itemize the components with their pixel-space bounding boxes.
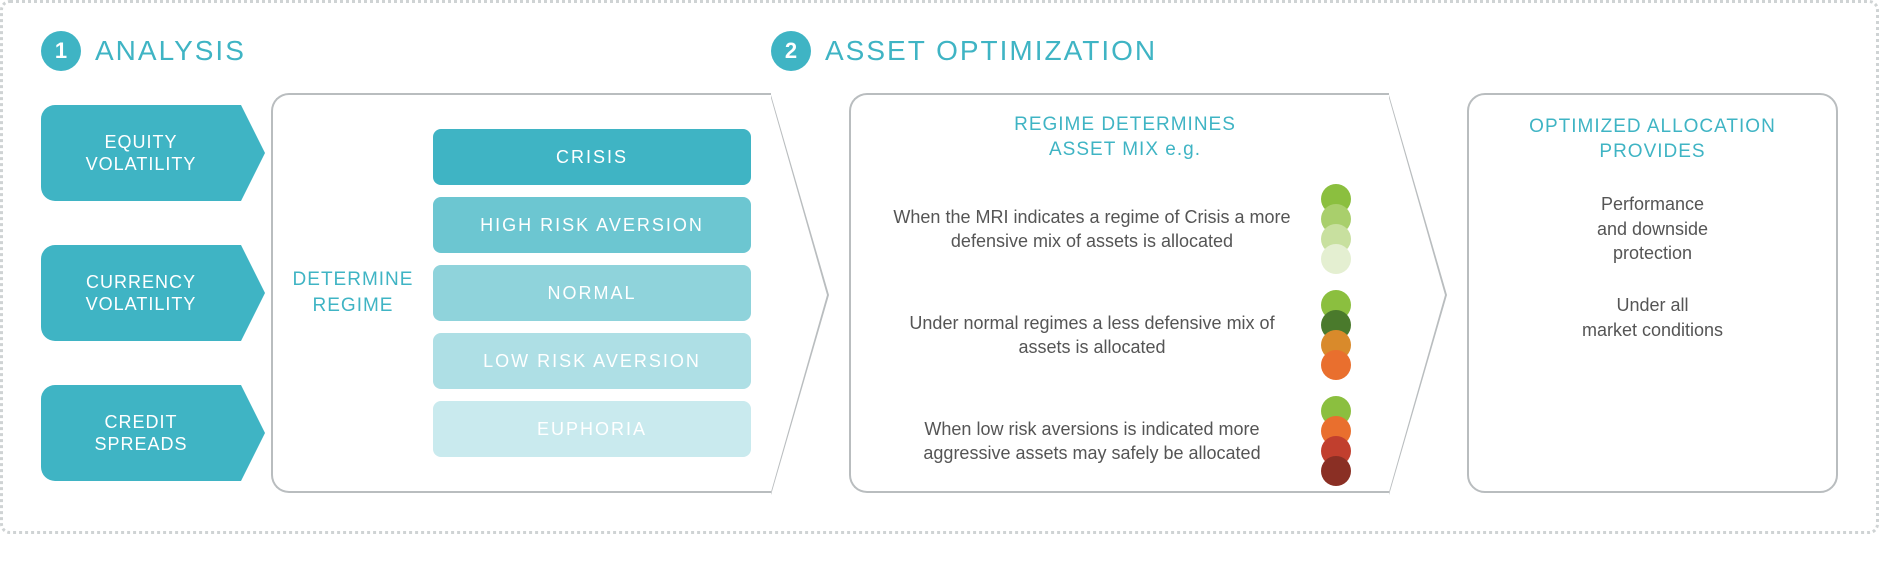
title-analysis: ANALYSIS	[95, 35, 246, 67]
regime-euphoria: EUPHORIA	[433, 401, 751, 457]
mix-text: Under normal regimes a less defensive mi…	[891, 311, 1293, 360]
mix-row-crisis: When the MRI indicates a regime of Crisi…	[891, 184, 1359, 274]
regime-list: CRISIS HIGH RISK AVERSION NORMAL LOW RIS…	[433, 95, 771, 491]
regime-crisis: CRISIS	[433, 129, 751, 185]
badge-2: 2	[771, 31, 811, 71]
card3-line2: Under allmarket conditions	[1582, 293, 1723, 342]
section-headers: 1 ANALYSIS 2 ASSET OPTIMIZATION	[41, 31, 1838, 71]
determine-regime-label: DETERMINEREGIME	[273, 95, 433, 491]
dot-icon	[1321, 350, 1351, 380]
mix-row-low-ra: When low risk aversions is indicated mor…	[891, 396, 1359, 486]
input-equity-volatility: EQUITYVOLATILITY	[41, 105, 241, 201]
card3-title: OPTIMIZED ALLOCATIONPROVIDES	[1529, 115, 1776, 164]
card2-title: REGIME DETERMINESASSET MIX e.g.	[891, 113, 1359, 162]
dot-icon	[1321, 244, 1351, 274]
input-label: EQUITYVOLATILITY	[86, 131, 197, 176]
columns: EQUITYVOLATILITY CURRENCYVOLATILITY CRED…	[41, 93, 1838, 493]
mix-dots-normal	[1313, 290, 1359, 380]
input-credit-spreads: CREDITSPREADS	[41, 385, 241, 481]
badge-1: 1	[41, 31, 81, 71]
input-label: CREDITSPREADS	[94, 411, 187, 456]
input-currency-volatility: CURRENCYVOLATILITY	[41, 245, 241, 341]
title-asset-optimization: ASSET OPTIMIZATION	[825, 35, 1157, 67]
dot-icon	[1321, 456, 1351, 486]
input-label: CURRENCYVOLATILITY	[86, 271, 197, 316]
card-determine-regime: DETERMINEREGIME CRISIS HIGH RISK AVERSIO…	[271, 93, 771, 493]
input-factors: EQUITYVOLATILITY CURRENCYVOLATILITY CRED…	[41, 93, 241, 493]
card-asset-mix: REGIME DETERMINESASSET MIX e.g. When the…	[849, 93, 1389, 493]
mix-dots-low-ra	[1313, 396, 1359, 486]
regime-low-ra: LOW RISK AVERSION	[433, 333, 751, 389]
card3-line1: Performanceand downsideprotection	[1597, 192, 1708, 265]
mix-row-normal: Under normal regimes a less defensive mi…	[891, 290, 1359, 380]
mix-dots-crisis	[1313, 184, 1359, 274]
header-asset-optimization: 2 ASSET OPTIMIZATION	[771, 31, 1838, 71]
card-optimized-allocation: OPTIMIZED ALLOCATIONPROVIDES Performance…	[1467, 93, 1838, 493]
mix-text: When low risk aversions is indicated mor…	[891, 417, 1293, 466]
process-diagram: 1 ANALYSIS 2 ASSET OPTIMIZATION EQUITYVO…	[0, 0, 1879, 534]
regime-normal: NORMAL	[433, 265, 751, 321]
regime-high-ra: HIGH RISK AVERSION	[433, 197, 751, 253]
mix-text: When the MRI indicates a regime of Crisi…	[891, 205, 1293, 254]
header-analysis: 1 ANALYSIS	[41, 31, 771, 71]
